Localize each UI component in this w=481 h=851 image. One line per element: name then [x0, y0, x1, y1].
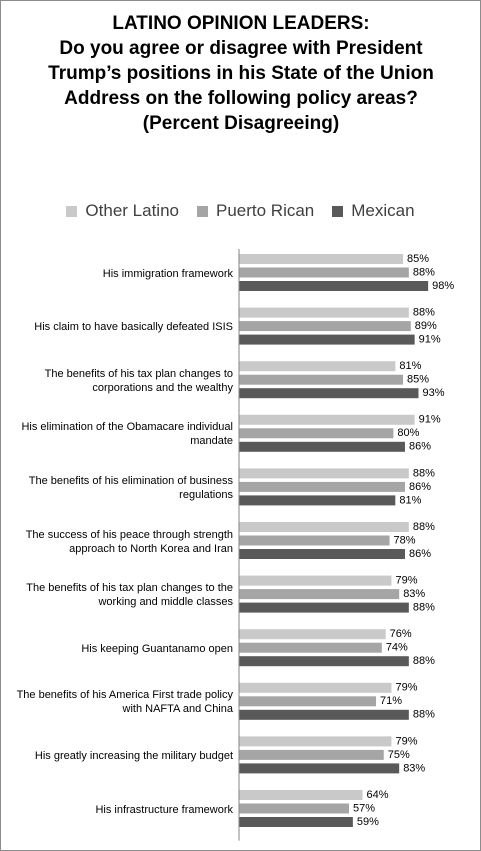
- legend-swatch: [196, 205, 208, 217]
- category-label: The success of his peace through strengt…: [25, 528, 233, 555]
- bar: [239, 281, 429, 291]
- legend-swatch: [332, 205, 344, 217]
- chart-note: (Percent Disagreeing): [142, 113, 340, 134]
- legend-swatch: [66, 205, 78, 217]
- value-label: 85%: [407, 374, 429, 386]
- value-label: 88%: [413, 709, 435, 721]
- bar: [239, 441, 405, 452]
- value-label: 86%: [409, 481, 431, 493]
- value-label: 64%: [367, 789, 389, 801]
- bar: [239, 414, 415, 425]
- bar: [239, 307, 409, 318]
- value-label: 88%: [413, 467, 435, 479]
- bar: [239, 481, 405, 492]
- category-label: His infrastructure framework: [95, 803, 233, 816]
- bar: [239, 522, 409, 532]
- chart-subtitle: Do you agree or disagree with President …: [48, 38, 434, 109]
- bar: [239, 749, 384, 760]
- bar: [239, 334, 415, 345]
- chart-heading: LATINO OPINION LEADERS: Do you agree or …: [41, 11, 441, 136]
- value-label: 59%: [357, 816, 379, 828]
- bar: [239, 361, 396, 372]
- category-label: His immigration framework: [102, 267, 233, 280]
- chart-title: LATINO OPINION LEADERS:: [112, 13, 370, 34]
- bar: [239, 495, 396, 506]
- value-label: 81%: [399, 360, 421, 372]
- bar: [239, 790, 363, 800]
- bar: [239, 817, 353, 827]
- value-label: 80%: [397, 427, 419, 439]
- legend-item: Puerto Rican: [196, 201, 315, 221]
- value-label: 79%: [395, 575, 417, 587]
- value-label: 86%: [409, 548, 431, 560]
- value-label: 74%: [386, 642, 408, 654]
- category-label: The benefits of his elimination of busin…: [28, 474, 233, 501]
- value-label: 85%: [407, 253, 429, 265]
- bar: [239, 374, 404, 385]
- value-label: 88%: [413, 266, 435, 278]
- bar: [239, 656, 409, 667]
- legend-label: Mexican: [351, 201, 415, 220]
- category-label: His claim to have basically defeated ISI…: [34, 321, 233, 334]
- value-label: 79%: [395, 735, 417, 747]
- bar: [239, 763, 400, 774]
- value-label: 91%: [419, 414, 441, 426]
- value-label: 98%: [432, 280, 454, 292]
- bar: [239, 589, 400, 600]
- value-label: 88%: [413, 521, 435, 533]
- value-label: 78%: [394, 534, 416, 546]
- bar: [239, 803, 350, 814]
- bar: [239, 575, 392, 586]
- bar: [239, 709, 409, 720]
- value-label: 81%: [399, 494, 421, 506]
- value-label: 83%: [403, 762, 425, 774]
- bar: [239, 629, 386, 640]
- bar: [239, 696, 377, 707]
- bar: [239, 468, 409, 479]
- bar: [239, 535, 390, 546]
- legend-label: Other Latino: [85, 201, 179, 220]
- legend-item: Other Latino: [66, 201, 179, 221]
- value-label: 83%: [403, 588, 425, 600]
- category-label: The benefits of his America First trade …: [16, 689, 233, 716]
- bar: [239, 736, 392, 747]
- bar: [239, 682, 392, 693]
- legend: Other Latino Puerto Rican Mexican: [1, 201, 480, 221]
- bar: [239, 549, 405, 559]
- value-label: 71%: [380, 695, 402, 707]
- category-label: His greatly increasing the military budg…: [34, 749, 233, 762]
- value-label: 88%: [413, 307, 435, 319]
- category-label: His elimination of the Obamacare individ…: [21, 421, 233, 448]
- bar: [239, 254, 404, 264]
- value-label: 89%: [415, 320, 437, 332]
- value-label: 91%: [419, 334, 441, 346]
- category-label: His keeping Guantanamo open: [81, 642, 233, 655]
- value-label: 75%: [388, 749, 410, 761]
- legend-item: Mexican: [332, 201, 415, 221]
- value-label: 88%: [413, 602, 435, 614]
- bar: [239, 321, 411, 332]
- value-label: 86%: [409, 441, 431, 453]
- value-label: 57%: [353, 802, 375, 814]
- legend-label: Puerto Rican: [215, 201, 315, 220]
- category-label: The benefits of his tax plan changes to …: [26, 582, 233, 609]
- value-label: 79%: [395, 682, 417, 694]
- category-label: The benefits of his tax plan changes to …: [44, 367, 233, 394]
- value-label: 76%: [390, 628, 412, 640]
- bar: [239, 388, 419, 399]
- value-label: 93%: [422, 387, 444, 399]
- bar: [239, 267, 409, 278]
- value-label: 88%: [413, 655, 435, 667]
- bar: [239, 428, 394, 439]
- bar: [239, 642, 382, 653]
- bar: [239, 602, 409, 613]
